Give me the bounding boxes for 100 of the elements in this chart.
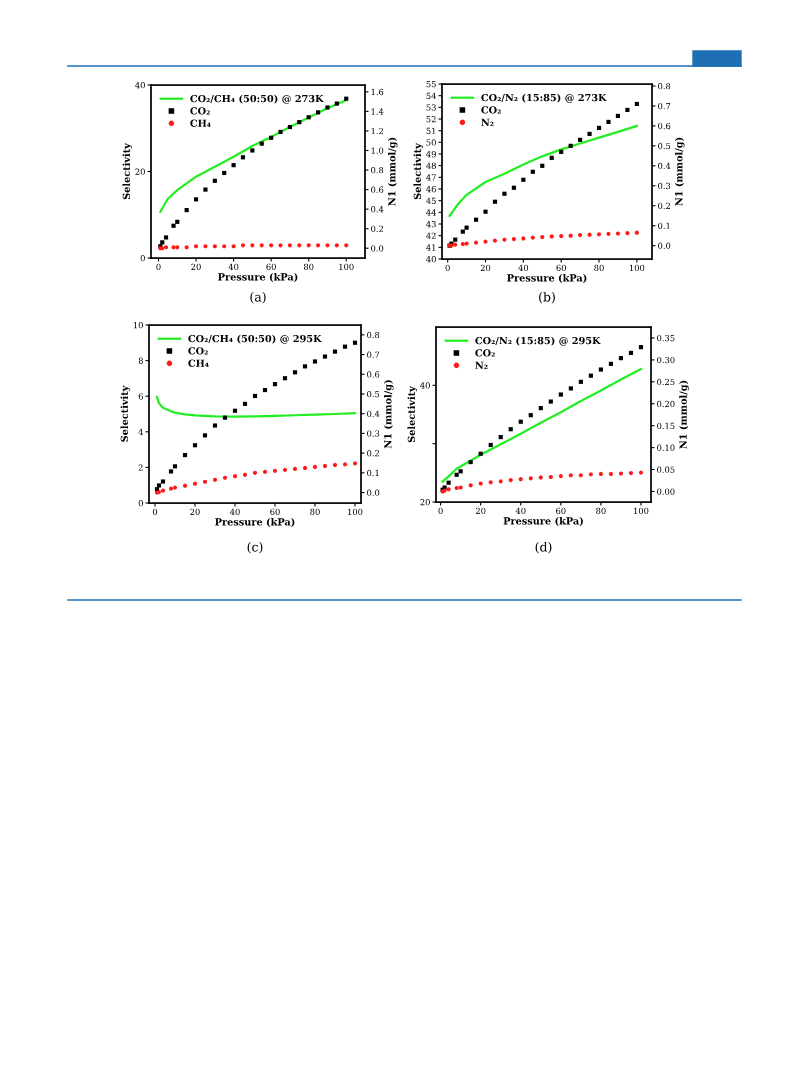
y-tick-label: 53: [426, 104, 436, 111]
y2-tick-label: 0.4: [658, 162, 671, 170]
y2-tick-label: 0.6: [371, 186, 384, 193]
y-tick-label: 4: [138, 428, 144, 435]
y2-tick-label: 0.2: [367, 450, 379, 457]
y2-tick-label: 1.4: [371, 108, 384, 115]
legend-label: CH₄: [188, 359, 209, 367]
y-tick-label: 40: [135, 81, 145, 89]
x-tick-label: 40: [229, 508, 240, 516]
x-axis-title: Pressure (kPa): [503, 517, 583, 526]
x-tick-label: 80: [303, 263, 314, 271]
y-tick-label: 6: [138, 393, 143, 400]
y-tick-label: 49: [426, 150, 436, 158]
y2-tick-label: 0.0: [371, 245, 384, 252]
y-tick-label: 45: [426, 197, 436, 204]
y2-tick-label: 0.2: [658, 202, 670, 210]
legend-label: N₂: [475, 361, 488, 369]
legend-label: CO₂/CH₄ (50:50) @ 273K: [190, 94, 324, 104]
y2-tick-label: 0.7: [658, 102, 671, 110]
y2-tick-label: 0.5: [658, 142, 671, 150]
y-tick-label: 54: [426, 92, 437, 99]
y-tick-label: 8: [138, 357, 143, 364]
y-axis-title: Selectivity: [120, 385, 131, 442]
y2-tick-label: 0.2: [371, 225, 383, 232]
y2-axis-title: N1 (mmol/g): [383, 380, 394, 449]
y2-tick-label: 0.0: [367, 489, 380, 496]
y-axis-title: Selectivity: [413, 142, 424, 200]
y2-tick-label: 1.2: [371, 127, 383, 135]
x-tick-label: 80: [594, 264, 604, 272]
y2-tick-label: 0.1: [367, 469, 379, 477]
y-tick-label: 55: [426, 81, 436, 88]
y2-tick-label: 0.10: [657, 444, 675, 451]
legend-label: CO₂: [188, 347, 208, 355]
y2-tick-label: 1.0: [371, 147, 384, 154]
x-tick-label: 0: [152, 508, 158, 516]
x-tick-label: 60: [270, 508, 280, 516]
x-tick-label: 40: [518, 264, 529, 272]
y-tick-label: 40: [426, 255, 436, 263]
y-tick-label: 41: [426, 244, 436, 251]
x-tick-label: 60: [266, 263, 276, 271]
text: (d): [535, 541, 552, 554]
x-tick-label: 0: [445, 264, 450, 272]
y2-tick-label: 0.1: [658, 222, 670, 229]
y2-tick-label: 0.05: [657, 466, 675, 473]
y2-tick-label: 0.20: [657, 400, 675, 408]
legend-label: CO₂/N₂ (15:85) @ 295K: [475, 336, 601, 346]
y-tick-label: 2: [138, 464, 143, 471]
y2-tick-label: 0.5: [367, 390, 380, 398]
y2-axis-title: N1 (mmol/g): [679, 380, 689, 449]
y2-tick-label: 0.0: [658, 242, 671, 249]
y2-tick-label: 0.4: [367, 410, 380, 417]
y2-tick-label: 0.3: [658, 182, 671, 190]
y-tick-label: 47: [426, 174, 436, 181]
y2-tick-label: 0.3: [367, 430, 380, 437]
x-axis-title: Pressure (kPa): [215, 518, 295, 527]
y-axis-title: Selectivity: [122, 142, 133, 200]
y-tick-label: 20: [135, 168, 145, 175]
x-tick-label: 100: [634, 507, 649, 515]
y2-tick-label: 0.8: [371, 167, 384, 174]
x-tick-label: 80: [596, 507, 606, 515]
x-tick-label: 100: [348, 508, 363, 516]
legend-label: CO₂: [481, 106, 501, 114]
y-tick-label: 42: [426, 232, 436, 239]
y2-tick-label: 0.6: [658, 122, 671, 130]
y2-tick-label: 0.15: [657, 422, 675, 429]
y-tick-label: 0: [138, 499, 143, 507]
y2-axis-title: N1 (mmol/g): [387, 137, 398, 206]
y2-tick-label: 0.4: [371, 206, 384, 213]
y-tick-label: 10: [133, 321, 143, 329]
y2-tick-label: 0.30: [657, 356, 675, 364]
y2-tick-label: 1.6: [371, 88, 384, 96]
y-tick-label: 46: [426, 185, 436, 193]
legend-label: CO₂/N₂ (15:85) @ 273K: [481, 93, 607, 103]
legend-label: CO₂: [190, 107, 210, 115]
x-axis-title: Pressure (kPa): [507, 274, 587, 283]
y-tick-label: 52: [426, 115, 436, 123]
text: (b): [539, 291, 555, 304]
y2-tick-label: 0.6: [367, 371, 380, 378]
legend-label: CO₂/CH₄ (50:50) @ 295K: [188, 334, 322, 344]
legend-label: CH₄: [190, 119, 211, 127]
y-tick-label: 44: [426, 209, 437, 216]
x-tick-label: 20: [191, 263, 201, 271]
x-tick-label: 0: [156, 263, 161, 271]
x-tick-label: 0: [438, 507, 443, 515]
text: (c): [247, 541, 263, 554]
x-tick-label: 40: [515, 507, 526, 515]
x-tick-label: 100: [629, 264, 645, 272]
legend-label: CO₂: [475, 349, 495, 357]
y-tick-label: 0: [140, 254, 145, 262]
y2-tick-label: 0.8: [367, 331, 380, 339]
legend-label: N₂: [481, 118, 494, 126]
y-tick-label: 50: [426, 139, 436, 146]
y-tick-label: 43: [426, 220, 436, 228]
y2-tick-label: 0.00: [657, 488, 675, 495]
x-tick-label: 20: [190, 508, 200, 516]
x-tick-label: 60: [556, 507, 566, 515]
x-axis-title: Pressure (kPa): [218, 273, 298, 282]
x-tick-label: 60: [556, 264, 566, 272]
y2-tick-label: 0.8: [658, 82, 671, 90]
x-tick-label: 40: [228, 263, 239, 271]
